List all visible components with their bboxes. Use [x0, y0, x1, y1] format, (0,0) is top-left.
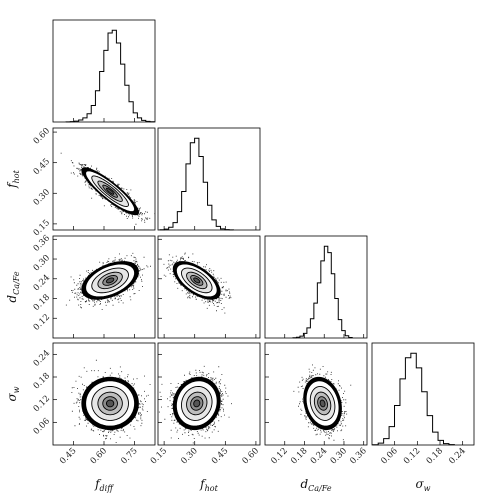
panel-content: [71, 359, 151, 445]
x-tick-label: 0.12: [269, 446, 289, 466]
axis-label-subscript: w: [424, 484, 431, 493]
x-axis-label-f_diff: fdiff: [94, 477, 114, 493]
axis-label-base: d: [5, 295, 19, 303]
histogram-step-f_diff: [65, 29, 155, 123]
x-tick-label: 0.06: [379, 446, 399, 466]
panel-content: [158, 365, 232, 444]
axis-label-subscript: diff: [100, 484, 115, 493]
y-tick-label: 0.36: [32, 233, 52, 253]
axis-label-base: f: [199, 477, 207, 491]
x-tick-label: 0.15: [149, 446, 169, 466]
x-tick-label: 0.18: [289, 446, 309, 466]
y-axis-label-d_Ca/Fe: dCa/Fe: [5, 271, 21, 302]
axis-label-base: σ: [5, 393, 19, 402]
axis-label-base: f: [94, 477, 102, 491]
x-axis-label-d_Ca/Fe: dCa/Fe: [300, 477, 331, 493]
contour-level-5: [105, 187, 115, 195]
x-tick-label: 0.12: [402, 446, 422, 466]
y-tick-label: 0.12: [32, 312, 52, 332]
x-tick-label: 0.45: [58, 446, 78, 466]
x-tick-label: 0.60: [241, 446, 261, 466]
y-tick-label: 0.06: [32, 416, 52, 436]
panel-sigma_w-vs-f_hot: [157, 342, 261, 446]
histogram-f_hot: [157, 127, 261, 231]
panel-frame: [157, 235, 261, 339]
x-tick-label: 0.18: [425, 446, 445, 466]
panel-content: [65, 252, 151, 310]
contour-level-5: [193, 399, 201, 408]
panel-content: [293, 364, 352, 441]
contour-level-5: [193, 277, 201, 284]
panel-d_Ca/Fe-vs-f_hot: [157, 235, 261, 339]
panel-frame: [371, 342, 475, 446]
panel-sigma_w-vs-d_Ca/Fe: [264, 342, 368, 446]
histogram-sigma_w: [371, 342, 475, 446]
histogram-step-f_hot: [159, 137, 234, 231]
contour-level-5: [319, 399, 326, 408]
x-tick-label: 0.45: [210, 446, 230, 466]
axis-label-subscript: Ca/Fe: [12, 271, 21, 295]
x-tick-label: 0.60: [89, 446, 109, 466]
x-tick-label: 0.30: [179, 446, 199, 466]
panel-sigma_w-vs-f_diff: [52, 342, 156, 446]
y-tick-label: 0.18: [32, 293, 52, 313]
y-axis-label-f_hot: fhot: [5, 169, 21, 188]
contour-level-5: [105, 399, 115, 408]
x-tick-label: 0.24: [309, 446, 329, 466]
histogram-step-sigma_w: [372, 352, 455, 446]
panel-content: [60, 152, 155, 225]
y-tick-label: 0.30: [32, 253, 52, 273]
panel-frame: [264, 342, 368, 446]
x-tick-label: 0.36: [348, 446, 368, 466]
panel-frame: [264, 235, 368, 339]
histogram-step-d_Ca/Fe: [292, 245, 353, 339]
x-tick-label: 0.30: [329, 446, 349, 466]
scatter-points: [158, 365, 232, 444]
y-tick-label: 0.12: [32, 394, 52, 414]
axis-label-subscript: hot: [12, 169, 21, 183]
y-tick-label: 0.30: [32, 187, 52, 207]
y-tick-label: 0.60: [32, 126, 52, 146]
x-tick-label: 0.75: [119, 446, 139, 466]
panel-f_hot-vs-f_diff: [52, 127, 156, 231]
axis-label-base: d: [300, 477, 308, 491]
axis-label-subscript: hot: [205, 484, 219, 493]
x-tick-label: 0.24: [447, 446, 467, 466]
axis-label-subscript: Ca/Fe: [308, 484, 332, 493]
y-axis-label-sigma_w: σw: [5, 386, 21, 401]
y-tick-label: 0.18: [32, 371, 52, 391]
axis-label-subscript: w: [12, 386, 21, 393]
y-tick-label: 0.24: [32, 348, 52, 368]
panel-content: [163, 252, 232, 314]
axis-label-base: f: [5, 181, 19, 189]
contour-level-5: [105, 277, 115, 284]
x-axis-label-sigma_w: σw: [415, 477, 430, 493]
y-tick-label: 0.45: [32, 157, 52, 177]
panel-d_Ca/Fe-vs-f_diff: [52, 235, 156, 339]
x-axis-label-f_hot: fhot: [199, 477, 218, 493]
panel-frame: [157, 342, 261, 446]
panel-frame: [157, 127, 261, 231]
axis-label-base: σ: [415, 477, 424, 491]
histogram-d_Ca/Fe: [264, 235, 368, 339]
y-tick-label: 0.24: [32, 273, 52, 293]
histogram-f_diff: [52, 19, 156, 123]
